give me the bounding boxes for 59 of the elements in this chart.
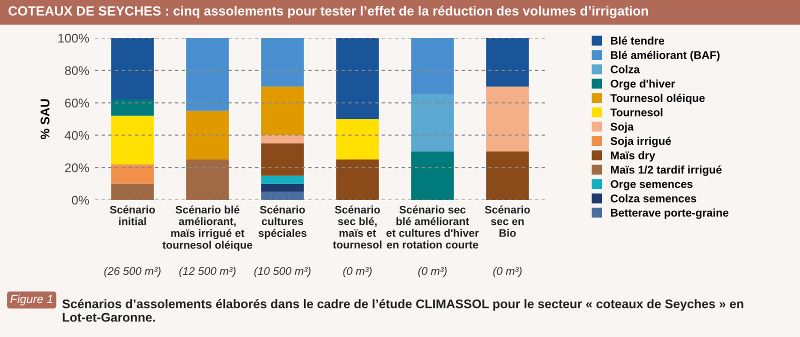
bar [411, 94, 454, 152]
y-tick-label: 60% [65, 98, 89, 108]
bar [336, 160, 379, 200]
bar [186, 160, 229, 200]
x-tick-label: Scénario initial [110, 205, 155, 226]
bar [111, 116, 154, 164]
x-tick-label: Scénario cultures spéciales [258, 205, 306, 240]
bar [336, 119, 379, 160]
legend-label: Soja [610, 122, 634, 133]
legend-label: Colza semences [610, 194, 696, 202]
bar [261, 38, 304, 87]
bar [411, 151, 454, 200]
text: (26 500 m³) [104, 266, 161, 278]
bar [186, 38, 229, 111]
y-tick-label: 0% [72, 196, 89, 205]
legend-label: Tournesol [610, 108, 662, 116]
y-tick-label: 80% [64, 66, 89, 76]
bar [486, 38, 529, 87]
legend-label: Blé tendre [610, 36, 664, 45]
bar [261, 192, 304, 200]
legend-label: Blé améliorant (BAF) [610, 50, 720, 62]
x-tick-label: Scénario sec en Bio [484, 205, 530, 237]
legend-label: Betterave porte-graine [610, 208, 728, 219]
y-tick-label: 100% [58, 34, 89, 43]
legend-label: Colza [610, 65, 640, 74]
bar [111, 184, 154, 200]
x-tick-label: Scénario blé améliorant, maïs irrigué et tournesol oléique [162, 205, 252, 251]
text: (0 m³) [343, 266, 372, 278]
text: (12 500 m³) [179, 266, 236, 278]
chart-title: COTEAUX DE SEYCHES : cinq assolements pour tester l’effet de la réduction des volumes d’irrigation [8, 6, 648, 18]
bar [186, 110, 229, 160]
bar [486, 151, 529, 200]
legend-label: Tournesol oléique [610, 94, 705, 104]
bar [111, 164, 154, 184]
bar [111, 38, 154, 100]
y-axis-title: % SAU [40, 99, 50, 140]
bar [261, 135, 304, 144]
legend-label: Orge d'hiver [610, 79, 676, 90]
caption: Figure 1 [10, 294, 52, 306]
bar [261, 176, 304, 184]
text: (0 m³) [493, 266, 522, 278]
y-tick-label: 40% [64, 131, 89, 140]
legend-label: Maïs dry [610, 151, 656, 162]
text: (10 500 m³) [254, 266, 311, 278]
bar [486, 86, 529, 152]
bar [111, 100, 154, 116]
text: (0 m³) [418, 266, 447, 278]
bar [261, 86, 304, 136]
legend-label: Maïs 1/2 tardif irrigué [610, 165, 722, 176]
legend-label: Orge semences [610, 180, 693, 190]
x-tick-label: Scénario sec blé, maïs et tournesol [332, 205, 382, 249]
legend-label: Soja irrigué [610, 136, 671, 148]
bar [411, 38, 454, 95]
bar [261, 143, 304, 176]
bar [261, 184, 304, 192]
bar [336, 38, 379, 119]
text: Scénarios d’assolements élaborés dans le cadre de l’étude CLIMASSOL pour le secteur « coteaux de Seyches » en Lot-et-Garonne. [62, 299, 744, 322]
y-tick-label: 20% [65, 163, 89, 172]
x-tick-label: Scénario sec blé améliorant et cultures d'hiver en rotation courte [386, 205, 479, 249]
